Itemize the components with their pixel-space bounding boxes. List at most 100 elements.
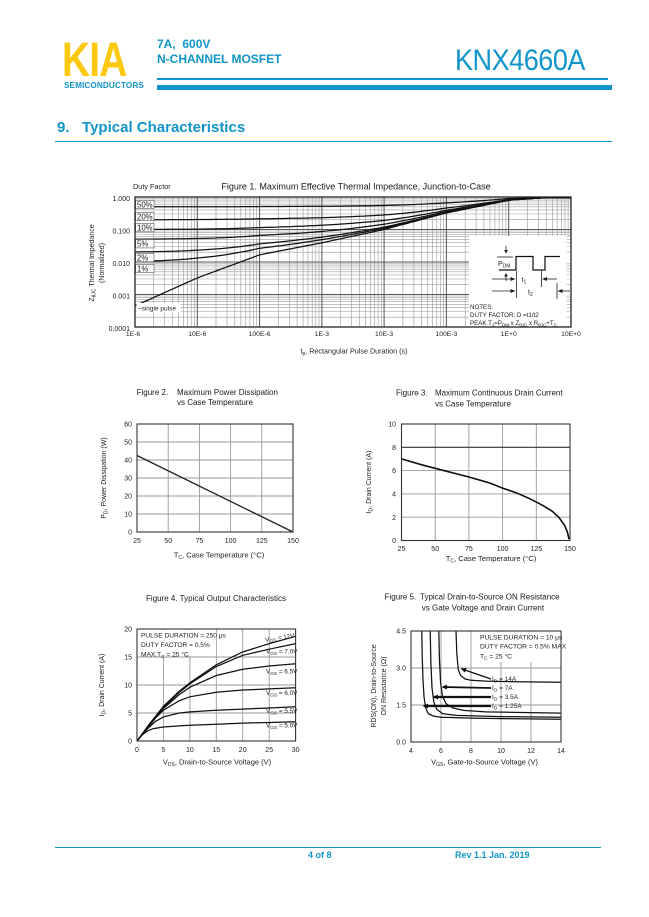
svg-text:tp, Rectangular Pulse Duration: tp, Rectangular Pulse Duration (s)	[300, 347, 407, 358]
svg-text:6: 6	[392, 468, 396, 475]
svg-text:15: 15	[212, 747, 220, 754]
svg-text:ID = 7A: ID = 7A	[492, 685, 513, 693]
svg-text:125: 125	[530, 546, 542, 553]
svg-text:0.0: 0.0	[396, 740, 406, 747]
svg-text:1%: 1%	[137, 264, 148, 273]
svg-text:TC, Case Temperature (°C): TC, Case Temperature (°C)	[174, 551, 265, 562]
svg-text:100: 100	[497, 546, 509, 553]
svg-text:ID = 3.5A: ID = 3.5A	[492, 694, 519, 702]
svg-text:20: 20	[124, 494, 132, 501]
svg-text:2%: 2%	[137, 253, 148, 262]
svg-text:PULSE DURATION = 10 μs: PULSE DURATION = 10 μs	[480, 635, 563, 642]
svg-text:14: 14	[557, 748, 565, 755]
svg-text:6: 6	[439, 748, 443, 755]
svg-text:ID, Drain Current (A): ID, Drain Current (A)	[99, 654, 108, 717]
svg-text:vs Case Temperature: vs Case Temperature	[177, 398, 253, 407]
svg-text:10E+0: 10E+0	[561, 331, 581, 338]
svg-text:Figure 1. Maximum Effective Th: Figure 1. Maximum Effective Thermal Impe…	[221, 182, 490, 192]
svg-text:10: 10	[497, 748, 505, 755]
svg-text:10: 10	[388, 422, 396, 429]
svg-text:Figure 2.: Figure 2.	[137, 388, 169, 397]
svg-text:125: 125	[256, 538, 268, 545]
svg-text:VDS, Drain-to-Source Voltage (: VDS, Drain-to-Source Voltage (V)	[163, 758, 272, 769]
svg-text:VGS, Gate-to-Source Voltage (V: VGS, Gate-to-Source Voltage (V)	[431, 758, 538, 769]
svg-text:10E-3: 10E-3	[375, 331, 393, 338]
svg-text:2: 2	[392, 515, 396, 522]
svg-text:1E-6: 1E-6	[126, 331, 141, 338]
svg-text:60: 60	[124, 422, 132, 429]
svg-text:0.001: 0.001	[112, 294, 130, 301]
svg-text:vs Gate Voltage and Drain Curr: vs Gate Voltage and Drain Current	[422, 603, 545, 612]
svg-text:VGS = 5.5V: VGS = 5.5V	[266, 708, 298, 716]
svg-text:100: 100	[225, 538, 237, 545]
svg-text:20: 20	[124, 627, 132, 634]
svg-text:MAX.TC = 25 °C: MAX.TC = 25 °C	[141, 651, 189, 660]
svg-text:t2: t2	[528, 290, 533, 299]
svg-text:(Normalized): (Normalized)	[99, 243, 106, 283]
svg-text:25: 25	[133, 538, 141, 545]
svg-text:4: 4	[409, 748, 413, 755]
svg-text:Figure 4. Typical Output Chara: Figure 4. Typical Output Characteristics	[146, 594, 286, 603]
svg-text:30: 30	[292, 747, 300, 754]
svg-text:8: 8	[392, 445, 396, 452]
svg-text:100E-3: 100E-3	[435, 331, 457, 338]
svg-text:5%: 5%	[137, 240, 148, 249]
svg-text:Typical Drain-to-Source ON Res: Typical Drain-to-Source ON Resistance	[420, 593, 560, 602]
svg-text:Maximum Continuous Drain Curre: Maximum Continuous Drain Current	[435, 388, 563, 397]
svg-text:0: 0	[392, 538, 396, 545]
svg-text:0: 0	[128, 530, 132, 537]
svg-text:50: 50	[164, 538, 172, 545]
svg-text:150: 150	[564, 546, 576, 553]
svg-text:–single pulse: –single pulse	[138, 305, 176, 312]
svg-text:VGS = 6.0V: VGS = 6.0V	[266, 690, 298, 698]
svg-text:5: 5	[128, 711, 132, 718]
svg-text:VGS = 7.0V: VGS = 7.0V	[266, 649, 298, 657]
svg-text:20%: 20%	[137, 212, 153, 221]
svg-text:30: 30	[124, 476, 132, 483]
svg-text:8: 8	[469, 748, 473, 755]
svg-text:25: 25	[265, 747, 273, 754]
svg-text:10E-6: 10E-6	[188, 331, 206, 338]
svg-text:PDM: PDM	[498, 261, 510, 270]
svg-text:1.000: 1.000	[112, 196, 130, 203]
svg-text:50: 50	[124, 440, 132, 447]
svg-text:VGS = 6.5V: VGS = 6.5V	[266, 669, 298, 677]
svg-text:100E-6: 100E-6	[249, 331, 271, 338]
svg-text:DUTY FACTOR = 0.5% MAX: DUTY FACTOR = 0.5% MAX	[480, 644, 567, 651]
svg-text:5: 5	[161, 747, 165, 754]
svg-text:PULSE DURATION = 250 μs: PULSE DURATION = 250 μs	[141, 633, 227, 640]
svg-text:Maximum Power Dissipation: Maximum Power Dissipation	[177, 388, 278, 397]
svg-text:1E+0: 1E+0	[501, 331, 517, 338]
svg-text:150: 150	[287, 538, 299, 545]
svg-text:50%: 50%	[137, 200, 153, 209]
svg-text:vs Case Temperature: vs Case Temperature	[435, 399, 511, 408]
svg-text:50: 50	[431, 546, 439, 553]
svg-text:15: 15	[124, 655, 132, 662]
svg-text:0.0001: 0.0001	[109, 326, 131, 333]
svg-text:Figure 3.: Figure 3.	[396, 388, 428, 397]
svg-text:ID = 1.25A: ID = 1.25A	[492, 703, 522, 711]
svg-text:DUTY FACTOR = 0.5%: DUTY FACTOR = 0.5%	[141, 642, 210, 649]
svg-text:25: 25	[398, 546, 406, 553]
svg-text:t1: t1	[522, 277, 527, 286]
svg-text:ZθJC Thermal Impedance: ZθJC Thermal Impedance	[89, 224, 98, 301]
svg-text:NOTES:: NOTES:	[470, 304, 493, 311]
svg-text:VGS = 5.0V: VGS = 5.0V	[266, 723, 298, 731]
svg-text:20: 20	[239, 747, 247, 754]
svg-text:12: 12	[527, 748, 535, 755]
svg-text:10%: 10%	[137, 224, 153, 233]
svg-text:Duty Factor: Duty Factor	[133, 182, 171, 191]
svg-text:ON Resistance (Ω): ON Resistance (Ω)	[381, 657, 388, 716]
svg-text:0: 0	[128, 739, 132, 746]
svg-text:4: 4	[392, 492, 396, 499]
svg-text:0: 0	[135, 747, 139, 754]
svg-text:75: 75	[196, 538, 204, 545]
svg-text:DUTY FACTOR: D =t1/t2: DUTY FACTOR: D =t1/t2	[470, 312, 539, 319]
svg-text:0.100: 0.100	[112, 229, 130, 236]
svg-text:TC, Case Temperature (°C): TC, Case Temperature (°C)	[446, 554, 537, 565]
svg-text:40: 40	[124, 458, 132, 465]
svg-text:RDS(ON), Drain-to-Source: RDS(ON), Drain-to-Source	[371, 644, 378, 727]
svg-text:ID, Drain Current (A): ID, Drain Current (A)	[366, 451, 375, 514]
svg-text:10: 10	[124, 512, 132, 519]
svg-text:PEAK TJ=PDM x ZθJC x RθJC+TC: PEAK TJ=PDM x ZθJC x RθJC+TC	[470, 320, 558, 327]
